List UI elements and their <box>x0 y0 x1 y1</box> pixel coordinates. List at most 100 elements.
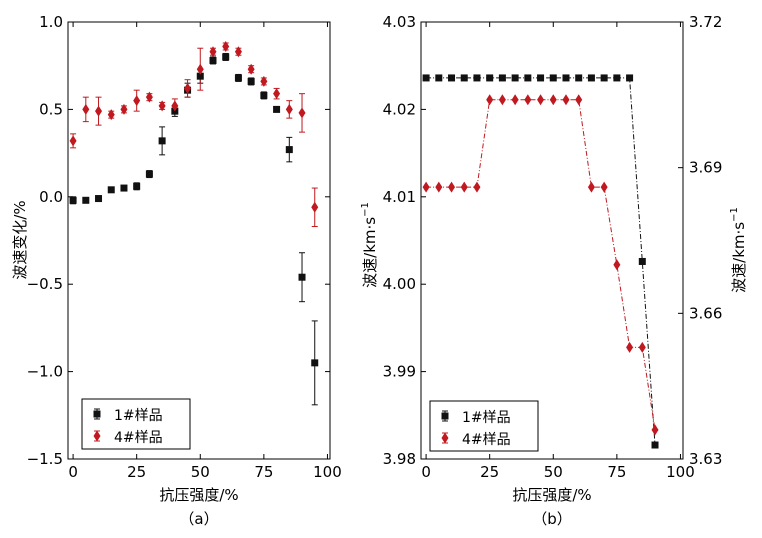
legend-label-a-1: 4#样品 <box>114 430 163 446</box>
data-point-a-series-0 <box>209 56 217 64</box>
data-point-b-series-0 <box>651 441 659 449</box>
legend-label-b-0: 1#样品 <box>462 410 511 426</box>
data-point-a-series-1 <box>171 100 179 112</box>
data-point-b-series-1 <box>549 94 557 106</box>
markers-a <box>69 40 319 367</box>
data-point-b-series-0 <box>511 74 519 82</box>
data-point-a-series-0 <box>95 195 103 203</box>
ytick-label-b-right: 3.66 <box>689 304 722 322</box>
data-point-b-series-1 <box>473 181 481 193</box>
data-point-b-series-0 <box>587 74 595 82</box>
data-point-a-series-0 <box>120 184 128 192</box>
data-point-b-series-0 <box>626 74 634 82</box>
data-point-b-series-0 <box>613 74 621 82</box>
ytick-label-a: −0.5 <box>27 275 63 293</box>
errorbars-a <box>70 42 318 406</box>
data-point-a-series-1 <box>260 75 268 87</box>
data-point-a-series-0 <box>82 196 90 204</box>
y-axis-label-a: 波速变化/% <box>11 200 29 279</box>
legend-a: 1#样品 4#样品 <box>81 398 191 450</box>
y-axis-label-b-right: 波速/km·s−1 <box>729 207 748 293</box>
y-axis-label-b-left: 波速/km·s−1 <box>360 202 379 288</box>
data-point-a-series-1 <box>133 95 141 107</box>
data-point-a-series-0 <box>298 273 306 281</box>
data-point-a-series-1 <box>298 107 306 119</box>
data-point-a-series-0 <box>158 137 166 145</box>
legend-marker-a-1 <box>93 430 101 442</box>
y-axis-label-b-left-sup: −1 <box>360 202 371 217</box>
data-point-a-series-1 <box>120 103 128 115</box>
legend-swatch-a-1 <box>93 430 101 442</box>
data-point-a-series-0 <box>133 182 141 190</box>
series-line-b-1 <box>426 99 656 430</box>
data-point-a-series-0 <box>222 53 230 61</box>
ytick-label-b-left: 3.98 <box>383 450 416 468</box>
xtick-label-b: 25 <box>480 463 499 481</box>
panel-label-a: （a） <box>179 510 218 528</box>
y-axis-label-b-right-sup: −1 <box>729 207 740 222</box>
data-point-b-series-1 <box>638 341 646 353</box>
data-point-b-series-1 <box>613 259 621 271</box>
data-point-b-series-1 <box>448 181 456 193</box>
data-point-b-series-1 <box>422 181 430 193</box>
ytick-label-a: 0.5 <box>39 100 63 118</box>
data-point-b-series-1 <box>587 181 595 193</box>
legend-swatch-a-0 <box>93 410 101 418</box>
legend-swatch-b-0 <box>441 412 449 420</box>
data-point-b-series-1 <box>626 341 634 353</box>
data-point-b-series-0 <box>422 74 430 82</box>
data-point-b-series-0 <box>600 74 608 82</box>
xtick-label-b: 75 <box>607 463 626 481</box>
data-point-a-series-0 <box>69 196 77 204</box>
data-point-a-series-0 <box>107 186 115 194</box>
data-point-a-series-0 <box>234 74 242 82</box>
ytick-label-a: 1.0 <box>39 13 63 31</box>
data-point-b-series-1 <box>486 94 494 106</box>
data-point-b-series-1 <box>651 424 659 436</box>
series-line-b-0 <box>426 77 656 446</box>
xticks-b: 0 25 50 75 100 <box>421 22 695 481</box>
data-point-a-series-1 <box>145 91 153 103</box>
data-point-b-series-0 <box>524 74 532 82</box>
data-point-b-series-1 <box>524 94 532 106</box>
panel-a: 1.00.50.0−0.5−1.0−1.5 0 25 50 75 100 波速变化/% … <box>11 13 342 528</box>
data-point-a-series-0 <box>285 146 293 154</box>
data-point-b-series-0 <box>498 74 506 82</box>
legend-marker-b-1 <box>441 432 449 444</box>
legend-b: 1#样品 4#样品 <box>429 400 539 452</box>
data-point-b-series-1 <box>435 181 443 193</box>
data-point-b-series-1 <box>537 94 545 106</box>
data-point-b-series-0 <box>435 74 443 82</box>
x-axis-label-a: 抗压强度/% <box>159 486 238 504</box>
xtick-label-b: 0 <box>421 463 431 481</box>
data-point-a-series-1 <box>95 105 103 117</box>
data-point-a-series-1 <box>222 40 230 52</box>
plot-frame-a <box>67 21 331 460</box>
y-axis-label-b-left-text: 波速/km·s <box>361 217 379 288</box>
data-point-b-series-0 <box>562 74 570 82</box>
ytick-label-b-left: 4.02 <box>383 100 416 118</box>
data-point-a-series-1 <box>82 103 90 115</box>
xtick-label-b: 50 <box>544 463 563 481</box>
data-point-a-series-1 <box>184 82 192 94</box>
y-axis-label-b-right-text: 波速/km·s <box>730 222 748 293</box>
legend-marker-a-0 <box>93 408 101 420</box>
yticks-b-right: 3.72 3.69 3.66 3.63 <box>678 13 722 468</box>
data-point-a-series-1 <box>234 46 242 58</box>
legend-marker-b-0 <box>441 410 449 422</box>
data-point-b-series-0 <box>575 74 583 82</box>
xtick-label-a: 100 <box>313 463 342 481</box>
data-point-a-series-0 <box>145 170 153 178</box>
data-point-b-series-1 <box>460 181 468 193</box>
ytick-label-b-right: 3.69 <box>689 159 722 177</box>
yticks-b-left: 4.03 4.02 4.01 4.00 3.99 3.98 <box>383 13 426 468</box>
data-point-a-series-1 <box>158 100 166 112</box>
data-point-b-series-1 <box>562 94 570 106</box>
legend-label-a-0: 1#样品 <box>114 408 163 424</box>
data-point-a-series-0 <box>273 105 281 113</box>
legend-label-b-1: 4#样品 <box>462 432 511 448</box>
data-point-b-series-0 <box>537 74 545 82</box>
ytick-label-b-left: 4.00 <box>383 275 416 293</box>
markers-b <box>422 74 659 449</box>
